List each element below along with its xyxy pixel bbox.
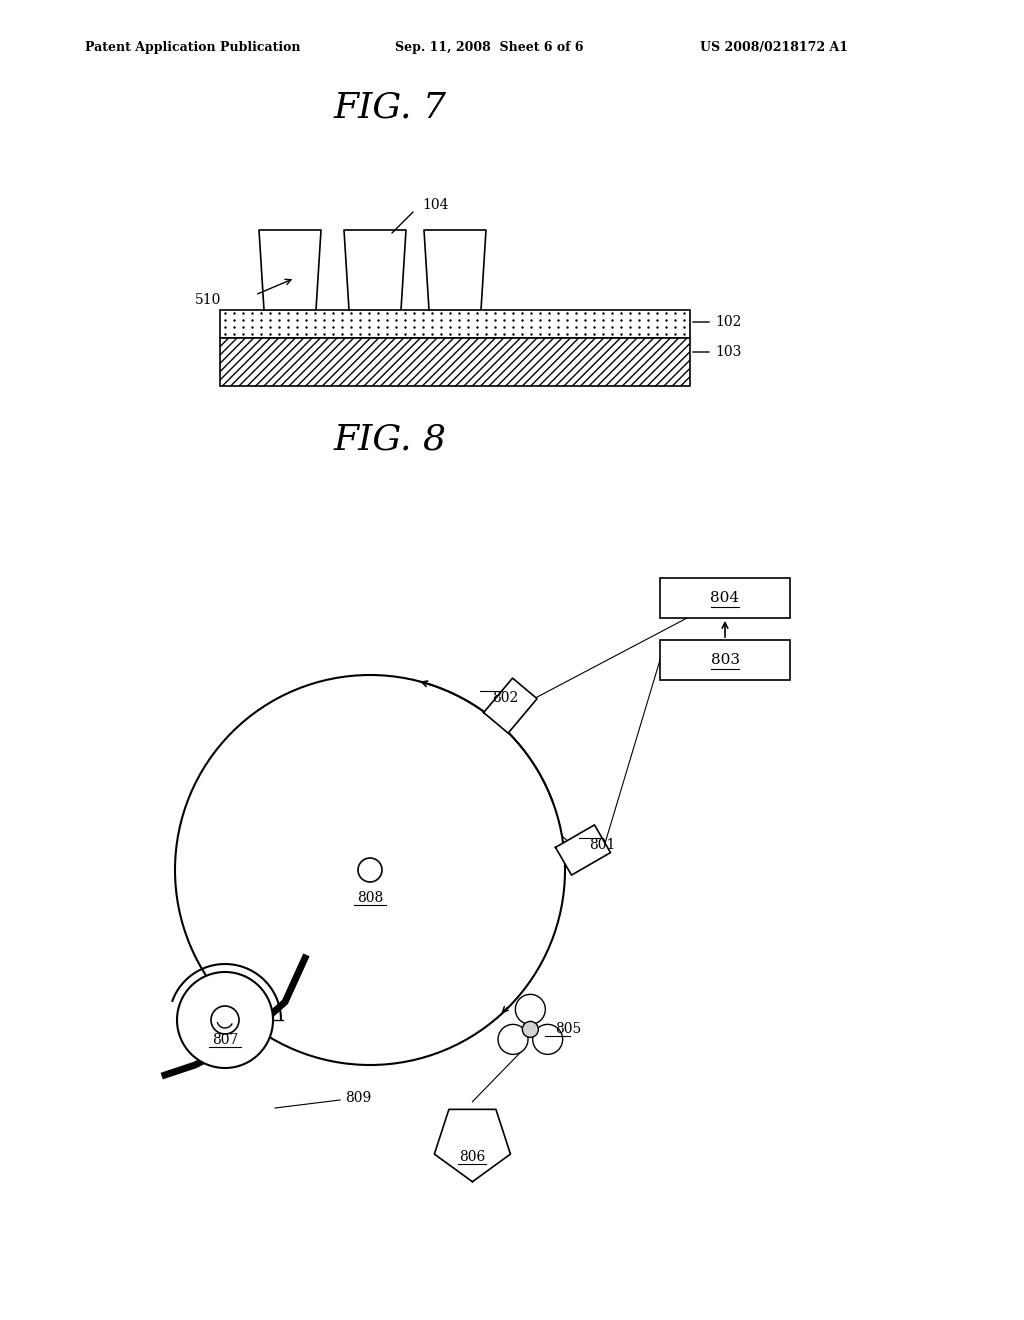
Polygon shape <box>344 230 406 310</box>
Text: 807: 807 <box>212 1034 239 1047</box>
Text: Sep. 11, 2008  Sheet 6 of 6: Sep. 11, 2008 Sheet 6 of 6 <box>395 41 584 54</box>
Circle shape <box>358 858 382 882</box>
Text: 801: 801 <box>589 838 615 851</box>
Text: FIG. 7: FIG. 7 <box>334 91 446 125</box>
Polygon shape <box>259 230 321 310</box>
Circle shape <box>498 1024 528 1055</box>
Text: Patent Application Publication: Patent Application Publication <box>85 41 300 54</box>
Text: FIG. 8: FIG. 8 <box>334 422 446 457</box>
Text: 510: 510 <box>195 293 221 308</box>
Circle shape <box>532 1024 562 1055</box>
Bar <box>660 578 790 618</box>
Text: 802: 802 <box>493 690 518 705</box>
Text: 103: 103 <box>715 345 741 359</box>
Circle shape <box>177 972 273 1068</box>
Text: 805: 805 <box>555 1023 582 1036</box>
Text: 102: 102 <box>715 315 741 329</box>
Bar <box>220 310 690 338</box>
Polygon shape <box>434 1109 510 1181</box>
Bar <box>660 640 790 680</box>
Polygon shape <box>483 678 537 733</box>
Circle shape <box>515 994 546 1024</box>
Polygon shape <box>555 825 610 875</box>
Circle shape <box>175 675 565 1065</box>
Text: 808: 808 <box>357 891 383 906</box>
Circle shape <box>211 1006 239 1034</box>
Circle shape <box>522 1022 539 1038</box>
Text: US 2008/0218172 A1: US 2008/0218172 A1 <box>700 41 848 54</box>
Polygon shape <box>424 230 486 310</box>
Text: 804: 804 <box>711 591 739 605</box>
Text: 806: 806 <box>460 1150 485 1164</box>
Text: 803: 803 <box>711 653 739 667</box>
Bar <box>220 338 690 385</box>
Text: 809: 809 <box>345 1092 372 1105</box>
Text: 104: 104 <box>422 198 449 213</box>
